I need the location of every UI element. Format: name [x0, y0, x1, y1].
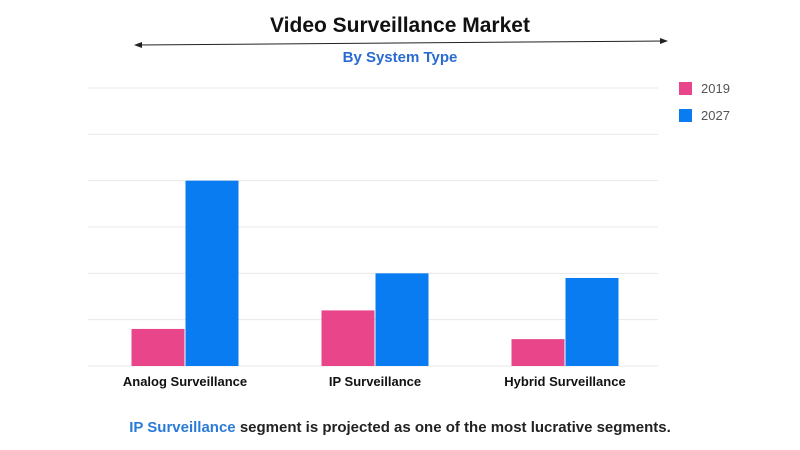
legend-swatch-2027[interactable] [679, 109, 692, 122]
legend-label-2027[interactable]: 2027 [701, 108, 730, 123]
title-span-arrow [134, 38, 668, 48]
chart-title: Video Surveillance Market [270, 14, 530, 37]
bar-2027-hybrid-surveillance [565, 277, 619, 366]
x-axis-labels: Analog Surveillance IP Surveillance Hybrid… [123, 374, 626, 389]
x-tick-label: IP Surveillance [329, 374, 421, 389]
caption: IP Surveillance segment is projected as … [0, 419, 800, 436]
legend-label-2019[interactable]: 2019 [701, 81, 730, 96]
legend[interactable]: 2019 2027 [679, 81, 730, 123]
legend-swatch-2019[interactable] [679, 82, 692, 95]
caption-highlight: IP Surveillance [129, 419, 236, 436]
caption-text: segment is projected as one of the most … [235, 419, 671, 436]
chart-subtitle: By System Type [342, 49, 458, 66]
bar-2027-analog-surveillance [185, 180, 239, 366]
bars [131, 180, 619, 366]
bar-2027-ip-surveillance [375, 273, 429, 366]
x-tick-label: Analog Surveillance [123, 374, 247, 389]
x-tick-label: Hybrid Surveillance [504, 374, 625, 389]
bar-2019-ip-surveillance [321, 310, 375, 366]
bar-2019-analog-surveillance [131, 328, 185, 366]
bar-2019-hybrid-surveillance [511, 339, 565, 366]
